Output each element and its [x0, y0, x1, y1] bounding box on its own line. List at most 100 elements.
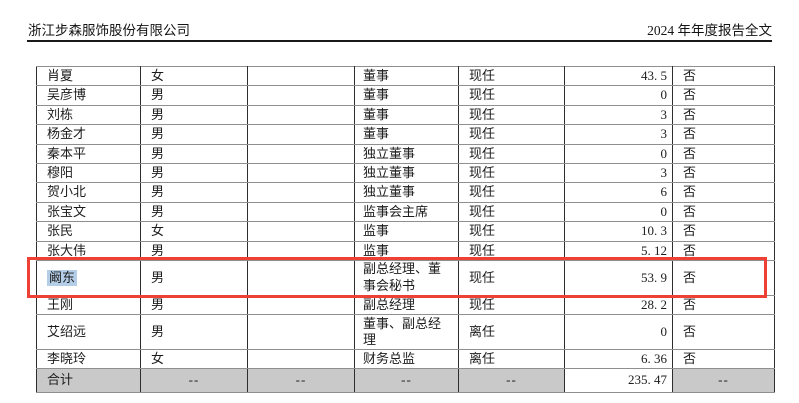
selected-text[interactable]: 阚东	[47, 269, 78, 286]
cell-name: 张宝文	[36, 201, 141, 223]
table-row: 肖夏 女 董事 现任 43. 5 否	[36, 65, 775, 87]
table-row: 张大伟 男 监事 现任 5. 12 否	[36, 240, 775, 261]
cell-shareholding: 10. 3	[564, 221, 673, 242]
cell-name: 王刚	[36, 294, 141, 316]
person-name: 吴彦博	[47, 87, 87, 103]
person-name: 秦本平	[47, 145, 87, 161]
cell-penalty-flag: 否	[672, 201, 775, 223]
table-row: 王刚 男 副总经理 现任 28. 2 否	[36, 294, 775, 316]
officers-table-body: 肖夏 女 董事 现任 43. 5 否 吴彦博 男 董事 现任 0 否 刘栋 男 …	[36, 65, 775, 370]
cell-position: 董事	[354, 65, 459, 87]
table-row: 杨金才 男 董事 现任 3 否	[36, 124, 775, 145]
cell-age	[247, 240, 355, 261]
cell-status: 现任	[458, 182, 565, 203]
cell-age	[247, 348, 355, 370]
cell-position: 独立董事	[354, 143, 459, 164]
cell-shareholding: 0	[564, 201, 673, 223]
cell-status: 现任	[458, 65, 565, 87]
cell-gender: 男	[140, 182, 248, 203]
cell-name: 张民	[36, 221, 141, 242]
cell-penalty-flag: 否	[672, 294, 775, 316]
cell-name: 肖夏	[36, 65, 141, 87]
cell-status: 现任	[458, 124, 565, 145]
person-name: 穆阳	[47, 164, 74, 180]
table-row: 张宝文 男 监事会主席 现任 0 否	[36, 201, 775, 223]
cell-shareholding: 3	[564, 104, 673, 126]
person-name: 贺小北	[47, 184, 87, 200]
cell-shareholding: 0	[564, 143, 673, 164]
table-row: 贺小北 男 独立董事 现任 6 否	[36, 182, 775, 203]
cell-shareholding: 6. 36	[564, 348, 673, 370]
cell-status: 离任	[458, 314, 565, 350]
cell-age	[247, 65, 355, 87]
person-name: 王刚	[47, 296, 74, 312]
cell-shareholding: 43. 5	[564, 65, 673, 87]
cell-shareholding: 3	[564, 124, 673, 145]
person-name: 张民	[47, 223, 74, 239]
cell-penalty-flag: 否	[672, 65, 775, 87]
person-name: 张宝文	[47, 203, 87, 219]
cell-name: 李晓玲	[36, 348, 141, 370]
cell-name: 刘栋	[36, 104, 141, 126]
cell-shareholding: 0	[564, 314, 673, 350]
company-name: 浙江步森服饰股份有限公司	[28, 23, 190, 38]
cell-shareholding: 0	[564, 85, 673, 106]
summary-flag-dash: --	[672, 368, 775, 393]
cell-penalty-flag: 否	[672, 124, 775, 145]
cell-penalty-flag: 否	[672, 104, 775, 126]
cell-name: 阚东	[36, 259, 141, 296]
summary-position-dash: --	[354, 368, 459, 393]
cell-age	[247, 85, 355, 106]
cell-gender: 男	[140, 201, 248, 223]
cell-position: 独立董事	[354, 162, 459, 184]
officers-table: 肖夏 女 董事 现任 43. 5 否 吴彦博 男 董事 现任 0 否 刘栋 男 …	[36, 65, 775, 393]
cell-status: 现任	[458, 294, 565, 316]
cell-position: 监事	[354, 221, 459, 242]
cell-shareholding: 3	[564, 162, 673, 184]
cell-name: 贺小北	[36, 182, 141, 203]
cell-penalty-flag: 否	[672, 314, 775, 350]
cell-status: 现任	[458, 85, 565, 106]
cell-status: 现任	[458, 259, 565, 296]
cell-age	[247, 104, 355, 126]
cell-gender: 男	[140, 162, 248, 184]
table-row: 阚东 男 副总经理、董事会秘书 现任 53. 9 否	[36, 259, 775, 296]
cell-age	[247, 201, 355, 223]
cell-gender: 男	[140, 124, 248, 145]
cell-status: 离任	[458, 348, 565, 370]
cell-position: 监事	[354, 240, 459, 261]
cell-penalty-flag: 否	[672, 221, 775, 242]
cell-gender: 男	[140, 240, 248, 261]
cell-shareholding: 28. 2	[564, 294, 673, 316]
cell-name: 张大伟	[36, 240, 141, 261]
cell-penalty-flag: 否	[672, 143, 775, 164]
cell-gender: 男	[140, 104, 248, 126]
cell-gender: 女	[140, 348, 248, 370]
cell-age	[247, 143, 355, 164]
cell-name: 吴彦博	[36, 85, 141, 106]
cell-gender: 女	[140, 65, 248, 87]
table-row: 秦本平 男 独立董事 现任 0 否	[36, 143, 775, 164]
cell-penalty-flag: 否	[672, 348, 775, 370]
cell-status: 现任	[458, 162, 565, 184]
cell-age	[247, 182, 355, 203]
summary-gender-dash: --	[140, 368, 248, 393]
table-row: 吴彦博 男 董事 现任 0 否	[36, 85, 775, 106]
person-name: 刘栋	[47, 106, 74, 122]
cell-status: 现任	[458, 104, 565, 126]
summary-age-dash: --	[247, 368, 355, 393]
summary-label: 合计	[36, 368, 141, 393]
person-name: 艾绍远	[47, 323, 87, 339]
cell-gender: 男	[140, 259, 248, 296]
report-title: 2024 年年度报告全文	[647, 23, 772, 38]
cell-shareholding: 53. 9	[564, 259, 673, 296]
cell-status: 现任	[458, 143, 565, 164]
cell-age	[247, 294, 355, 316]
cell-age	[247, 259, 355, 296]
cell-name: 杨金才	[36, 124, 141, 145]
cell-position: 董事	[354, 124, 459, 145]
cell-shareholding: 5. 12	[564, 240, 673, 261]
cell-penalty-flag: 否	[672, 259, 775, 296]
cell-status: 现任	[458, 201, 565, 223]
